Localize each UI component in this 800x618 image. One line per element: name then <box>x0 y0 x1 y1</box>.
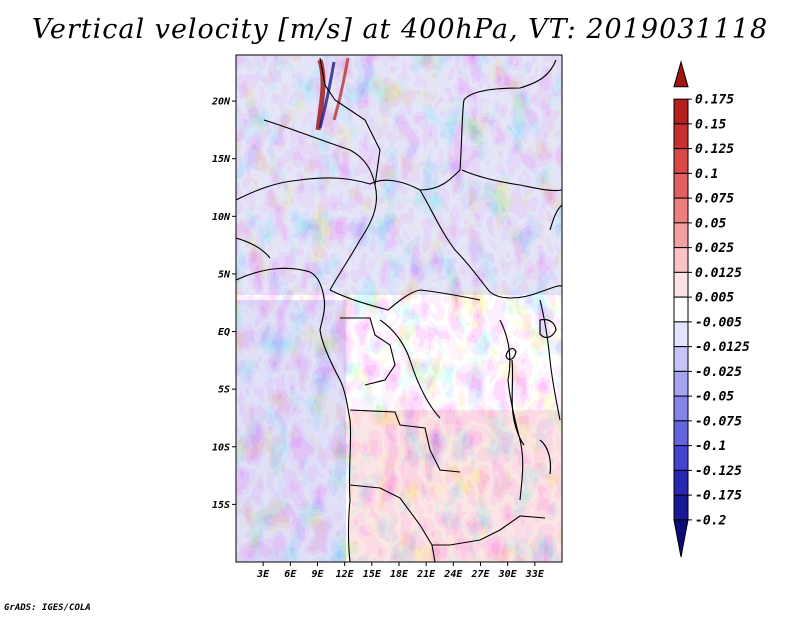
colorbar-label: 0.05 <box>695 216 726 231</box>
lon-tick-label: 33E <box>525 569 545 580</box>
colorbar-label: 0.1 <box>695 167 718 182</box>
latitude-axis: 20N 15N 10N 5N EQ 5S 10S 15S <box>211 97 236 511</box>
lon-tick-label: 15E <box>363 569 382 580</box>
colorbar-segment <box>673 469 689 496</box>
colorbar-segment <box>673 296 689 323</box>
lon-tick-label: 12E <box>336 569 355 580</box>
colorbar-label: 0.005 <box>695 291 734 306</box>
colorbar-top-triangle <box>673 60 689 88</box>
colorbar-label: -0.005 <box>695 315 742 330</box>
colorbar-label: -0.1 <box>695 439 726 454</box>
vertical-velocity-field <box>236 55 562 562</box>
colorbar-segment <box>673 197 689 224</box>
colorbar-label: -0.025 <box>695 365 742 380</box>
lon-tick-label: 9E <box>311 569 324 580</box>
plot-title: Vertical velocity [m/s] at 400hPa, VT: 2… <box>31 14 769 45</box>
colorbar-segment <box>673 172 689 199</box>
colorbar-segment <box>673 123 689 150</box>
colorbar-label: 0.025 <box>695 241 734 256</box>
lon-tick-label: 21E <box>416 569 436 580</box>
lat-tick-label: 15N <box>212 154 231 165</box>
lon-tick-label: 24E <box>443 569 463 580</box>
grads-credit: GrADS: IGES/COLA <box>4 603 91 613</box>
lat-tick-label: 15S <box>212 500 230 511</box>
lon-tick-label: 3E <box>256 569 270 580</box>
lat-tick-label: 20N <box>211 97 231 108</box>
colorbar-segment <box>673 98 689 125</box>
colorbar-segment <box>673 271 689 298</box>
colorbar-label: -0.125 <box>695 464 742 479</box>
lon-tick-label: 6E <box>284 569 297 580</box>
colorbar-label: 0.15 <box>695 117 726 132</box>
country-boundaries <box>236 57 562 562</box>
lat-tick-label: 5S <box>218 385 230 396</box>
colorbar-label: 0.0125 <box>695 266 742 281</box>
colorbar-segment <box>673 494 689 521</box>
lake-outlines <box>505 318 557 475</box>
colorbar-segment <box>673 247 689 273</box>
colorbar-segment <box>673 321 689 348</box>
colorbar: 0.175 0.15 0.125 0.1 0.075 0.05 0.025 0.0125 0.0… <box>673 60 750 558</box>
lat-tick-label: EQ <box>218 327 230 338</box>
lon-tick-label: 27E <box>470 569 490 580</box>
colorbar-label: 0.125 <box>695 142 734 157</box>
lat-tick-label: 10S <box>212 442 230 453</box>
colorbar-label: -0.175 <box>695 489 742 504</box>
lon-tick-label: 30E <box>498 569 518 580</box>
colorbar-segment <box>673 370 689 397</box>
colorbar-segment <box>673 222 689 249</box>
colorbar-label: -0.05 <box>695 390 734 405</box>
colorbar-segment <box>673 420 689 447</box>
colorbar-label: -0.2 <box>695 513 726 528</box>
colorbar-label: -0.075 <box>695 414 742 429</box>
colorbar-bottom-triangle <box>673 519 689 558</box>
colorbar-segment <box>673 445 689 471</box>
lon-tick-label: 18E <box>390 569 409 580</box>
colorbar-label: 0.075 <box>695 192 734 207</box>
lat-tick-label: 5N <box>218 269 231 280</box>
longitude-axis: 3E 6E 9E 12E 15E 18E 21E 24E 27E 30E 33E <box>256 562 545 580</box>
colorbar-label: 0.175 <box>695 93 734 108</box>
colorbar-segment <box>673 395 689 422</box>
colorbar-segment <box>673 346 689 372</box>
colorbar-label: -0.0125 <box>695 340 750 355</box>
lat-tick-label: 10N <box>212 212 231 223</box>
colorbar-segment <box>673 148 689 174</box>
